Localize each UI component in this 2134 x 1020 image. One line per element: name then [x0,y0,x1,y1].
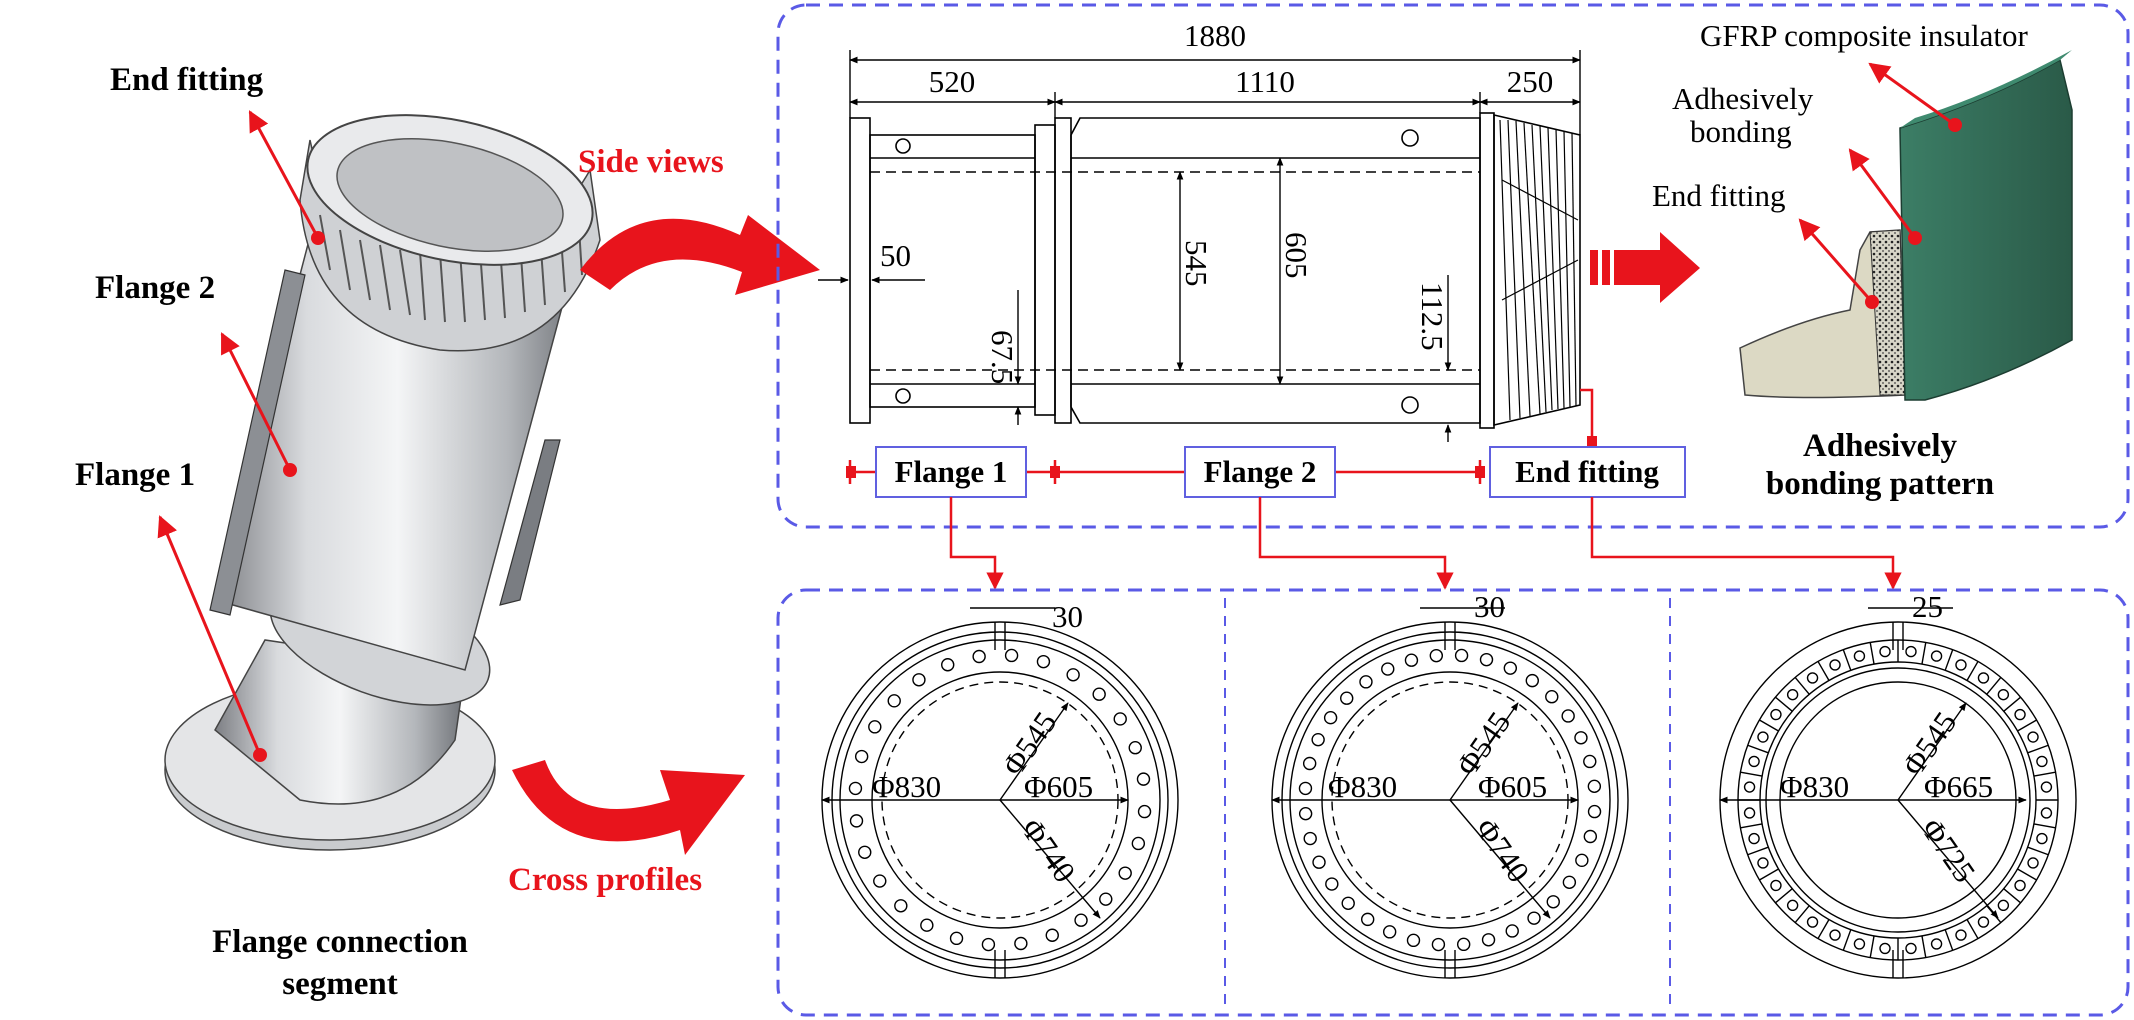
left-annotations: End fitting Flange 2 Flange 1 Flange con… [75,62,468,1002]
caption-line-1: Flange connection [212,924,468,960]
cross-profile-3 [1719,607,2077,979]
p1-top-dim: 30 [1052,599,1083,634]
box-end-fitting-label: End fitting [1515,454,1659,489]
cross-profile-panel [776,588,2130,1017]
dim-total: 1880 [1184,18,1246,53]
caption-line-2: segment [282,966,397,1002]
flange-segment-3d-model [164,114,601,851]
box-flange1-label: Flange 1 [895,454,1008,489]
label-adhesive-2: bonding [1690,114,1792,149]
cross-profile-1 [821,607,1179,979]
detail-arrow [1590,232,1700,303]
label-adhesive-1: Adhesively [1672,81,1814,116]
box-flange2-label: Flange 2 [1204,454,1317,489]
box-end-fitting [1489,446,1686,498]
cross-profiles-arrow: Cross profiles [508,760,745,898]
p2-d-bolt: Φ740 [1468,812,1536,889]
label-end-fitting-detail: End fitting [1652,178,1785,213]
label-gfrp: GFRP composite insulator [1700,18,2028,53]
box-flange2 [1184,446,1336,498]
p1-d-bolt: Φ740 [1014,812,1082,889]
p3-d-bolt: Φ725 [1914,812,1982,889]
label-flange-2: Flange 2 [95,270,215,306]
side-view-drawing [849,112,1581,429]
profile-connectors [949,497,1902,590]
dim-67-5: 67.5 [985,330,1020,384]
p3-top-dim: 25 [1912,589,1943,624]
dim-112-5: 112.5 [1415,282,1450,351]
dim-50: 50 [880,238,911,273]
bonding-caption-2: bonding pattern [1766,466,1994,502]
p3-d-outer: Φ830 [1780,769,1849,804]
p2-d-mid: Φ605 [1478,769,1547,804]
side-views-arrow: Side views [578,144,820,295]
bonding-labels: GFRP composite insulator Adhesively bond… [1652,18,2028,502]
cross-profile-2 [1271,607,1629,979]
side-views-label: Side views [578,144,724,180]
label-flange-1: Flange 1 [75,457,195,493]
dim-flange1: 520 [929,64,976,99]
bonding-caption-1: Adhesively [1803,428,1958,464]
p1-d-outer: Φ830 [872,769,941,804]
cross-profiles [821,607,2077,979]
p3-d-mid: Φ665 [1924,769,1993,804]
p2-d-outer: Φ830 [1328,769,1397,804]
bonding-detail [1739,50,2073,401]
box-flange1 [875,446,1027,498]
side-view-panel [776,3,2130,529]
p2-top-dim: 30 [1474,589,1505,624]
p1-d-mid: Φ605 [1024,769,1093,804]
cross-profiles-label: Cross profiles [508,862,702,898]
dim-605: 605 [1279,232,1314,279]
side-view-dimensions [818,50,1581,442]
dim-flange2: 1110 [1235,64,1295,99]
dim-545: 545 [1179,240,1214,287]
dim-end: 250 [1507,64,1554,99]
label-end-fitting: End fitting [110,62,264,98]
